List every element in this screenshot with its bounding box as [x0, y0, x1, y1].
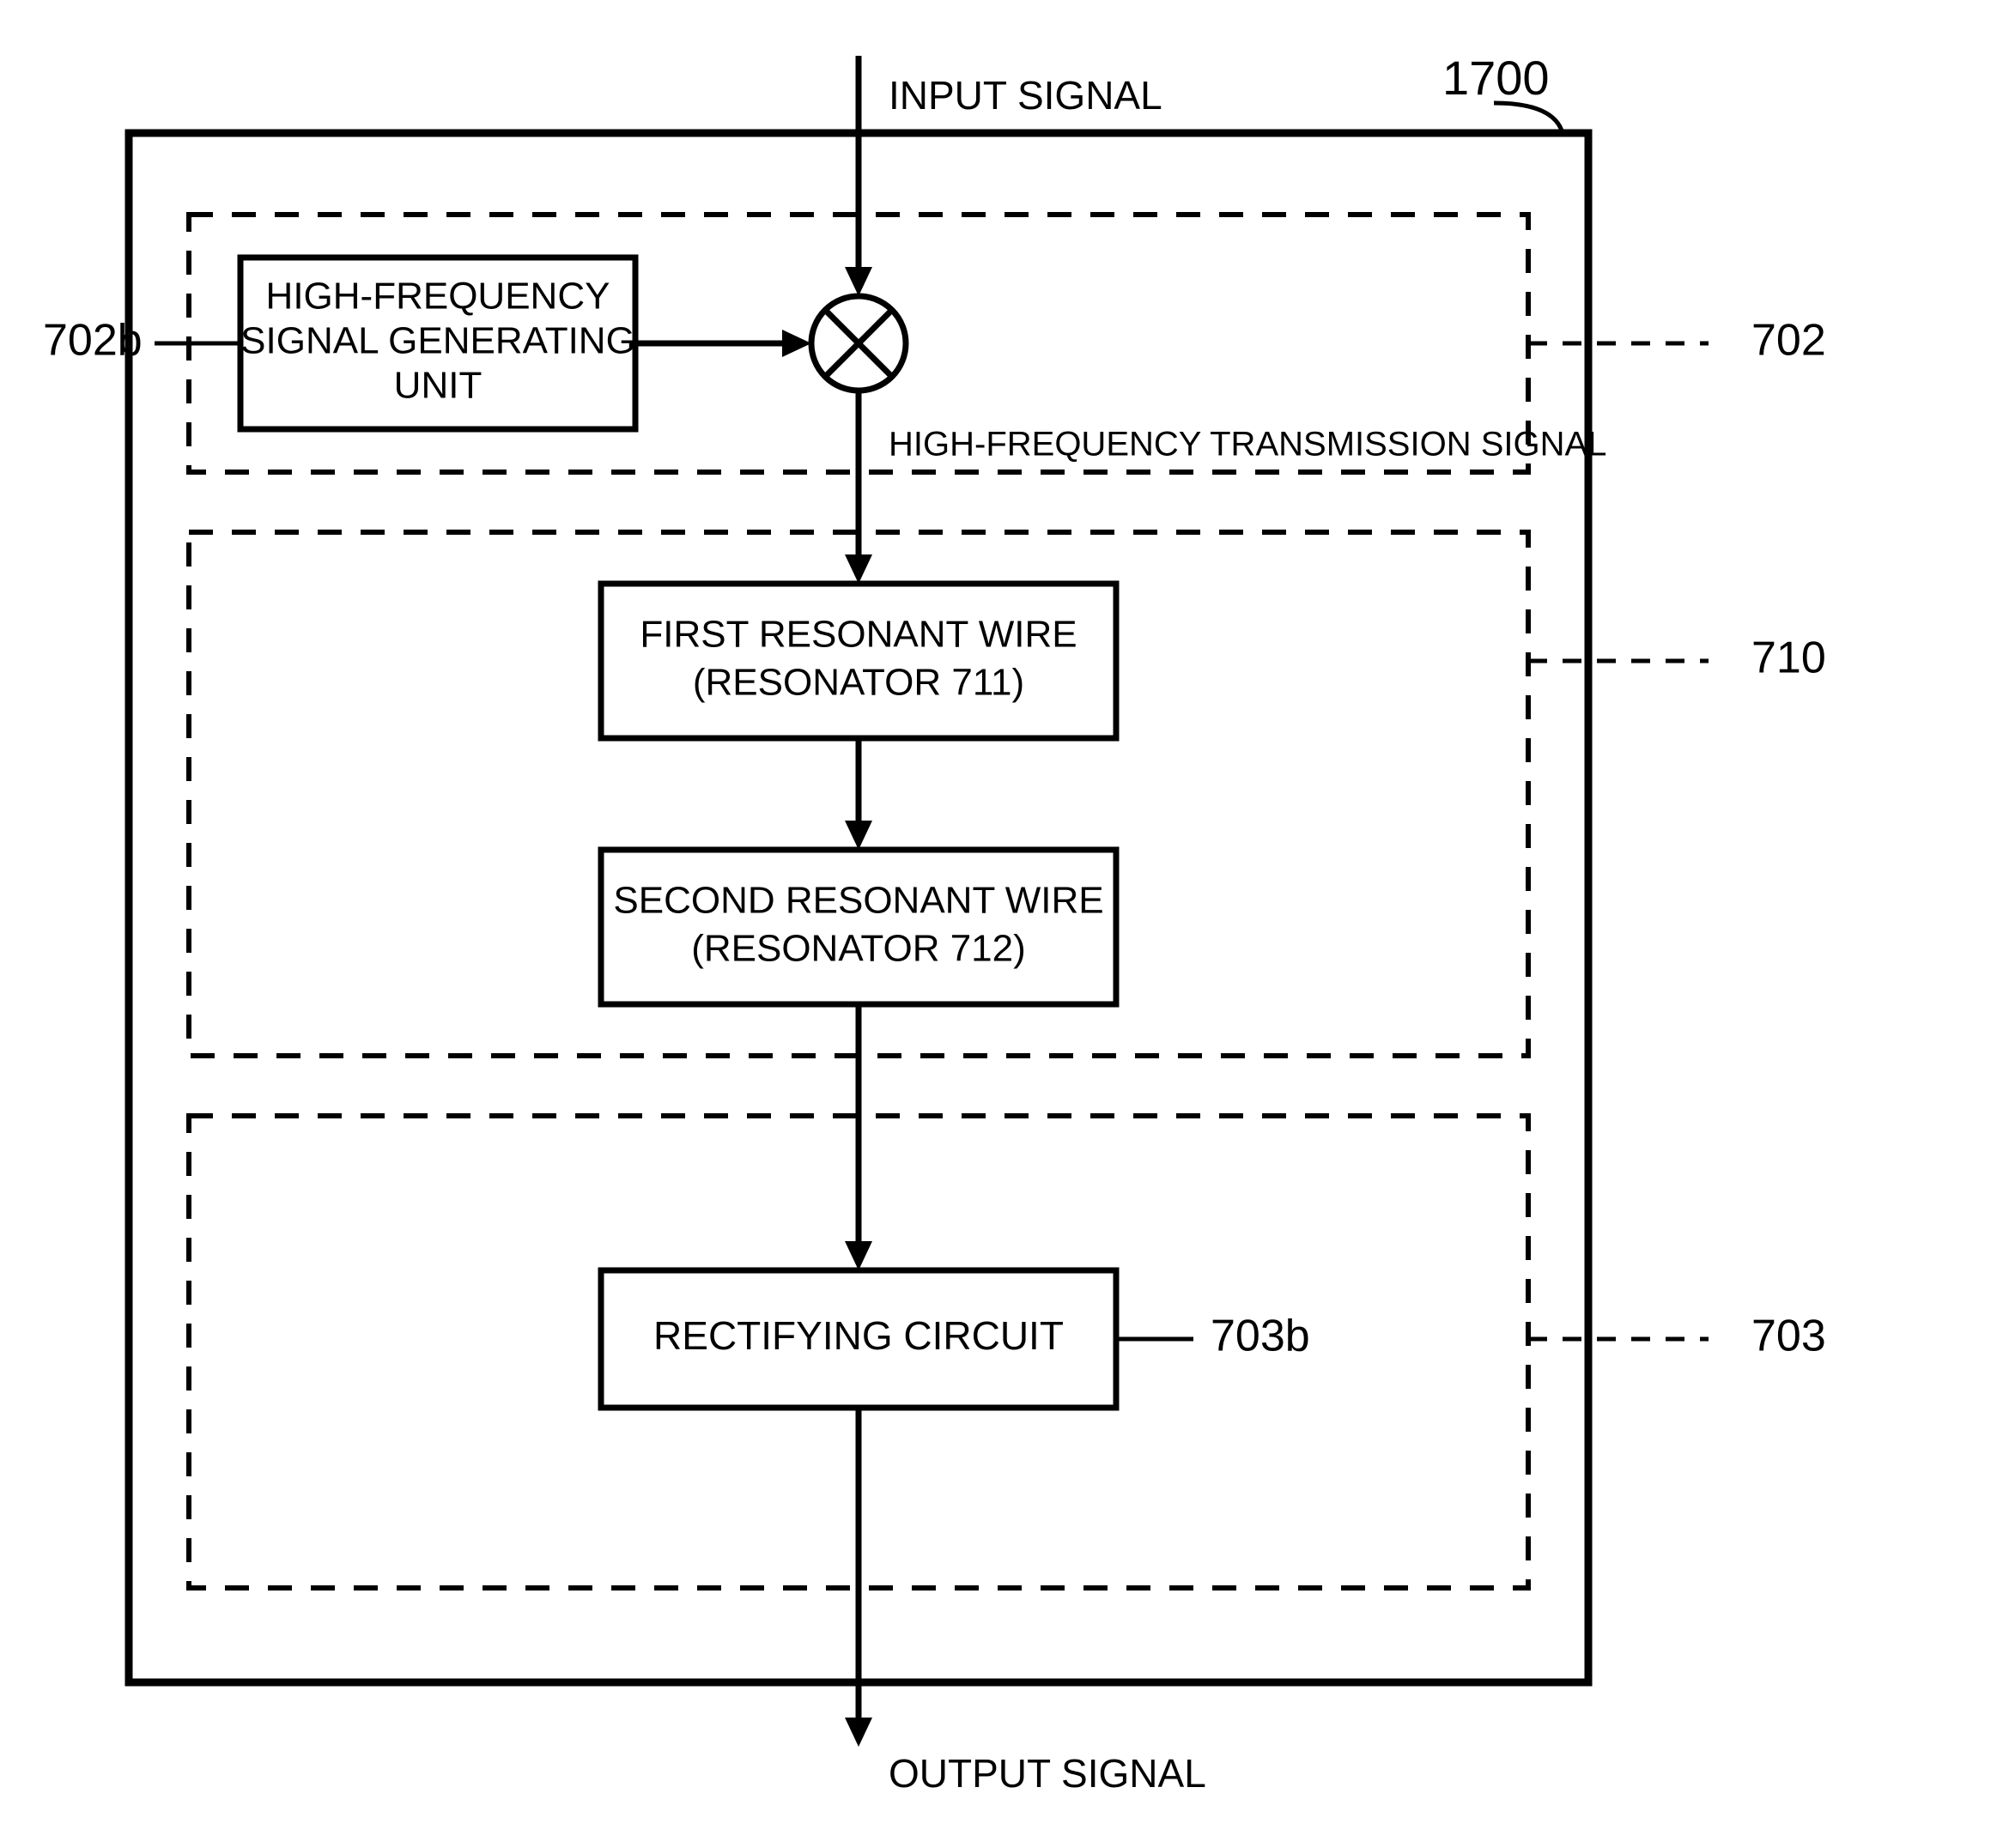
svg-text:703: 703 [1751, 1312, 1826, 1361]
svg-text:FIRST RESONANT WIRE: FIRST RESONANT WIRE [640, 614, 1077, 656]
svg-text:702b: 702b [43, 316, 143, 366]
svg-text:SIGNAL GENERATING: SIGNAL GENERATING [240, 320, 635, 362]
svg-text:UNIT: UNIT [394, 365, 483, 407]
svg-text:710: 710 [1751, 633, 1826, 683]
svg-text:(RESONATOR 712): (RESONATOR 712) [691, 928, 1026, 970]
svg-text:OUTPUT SIGNAL: OUTPUT SIGNAL [889, 1751, 1206, 1796]
svg-text:702: 702 [1751, 316, 1826, 366]
svg-text:INPUT SIGNAL: INPUT SIGNAL [889, 73, 1162, 118]
svg-text:HIGH-FREQUENCY: HIGH-FREQUENCY [266, 276, 610, 318]
svg-text:SECOND RESONANT WIRE: SECOND RESONANT WIRE [613, 880, 1103, 922]
block-diagram: HIGH-FREQUENCYSIGNAL GENERATINGUNIT FIRST… [0, 0, 2003, 1848]
svg-text:RECTIFYING CIRCUIT: RECTIFYING CIRCUIT [653, 1313, 1064, 1358]
svg-text:703b: 703b [1211, 1312, 1310, 1361]
svg-text:(RESONATOR 711): (RESONATOR 711) [693, 662, 1024, 704]
svg-text:HIGH-FREQUENCY TRANSMISSION SI: HIGH-FREQUENCY TRANSMISSION SIGNAL [889, 426, 1606, 464]
svg-text:1700: 1700 [1442, 51, 1550, 105]
